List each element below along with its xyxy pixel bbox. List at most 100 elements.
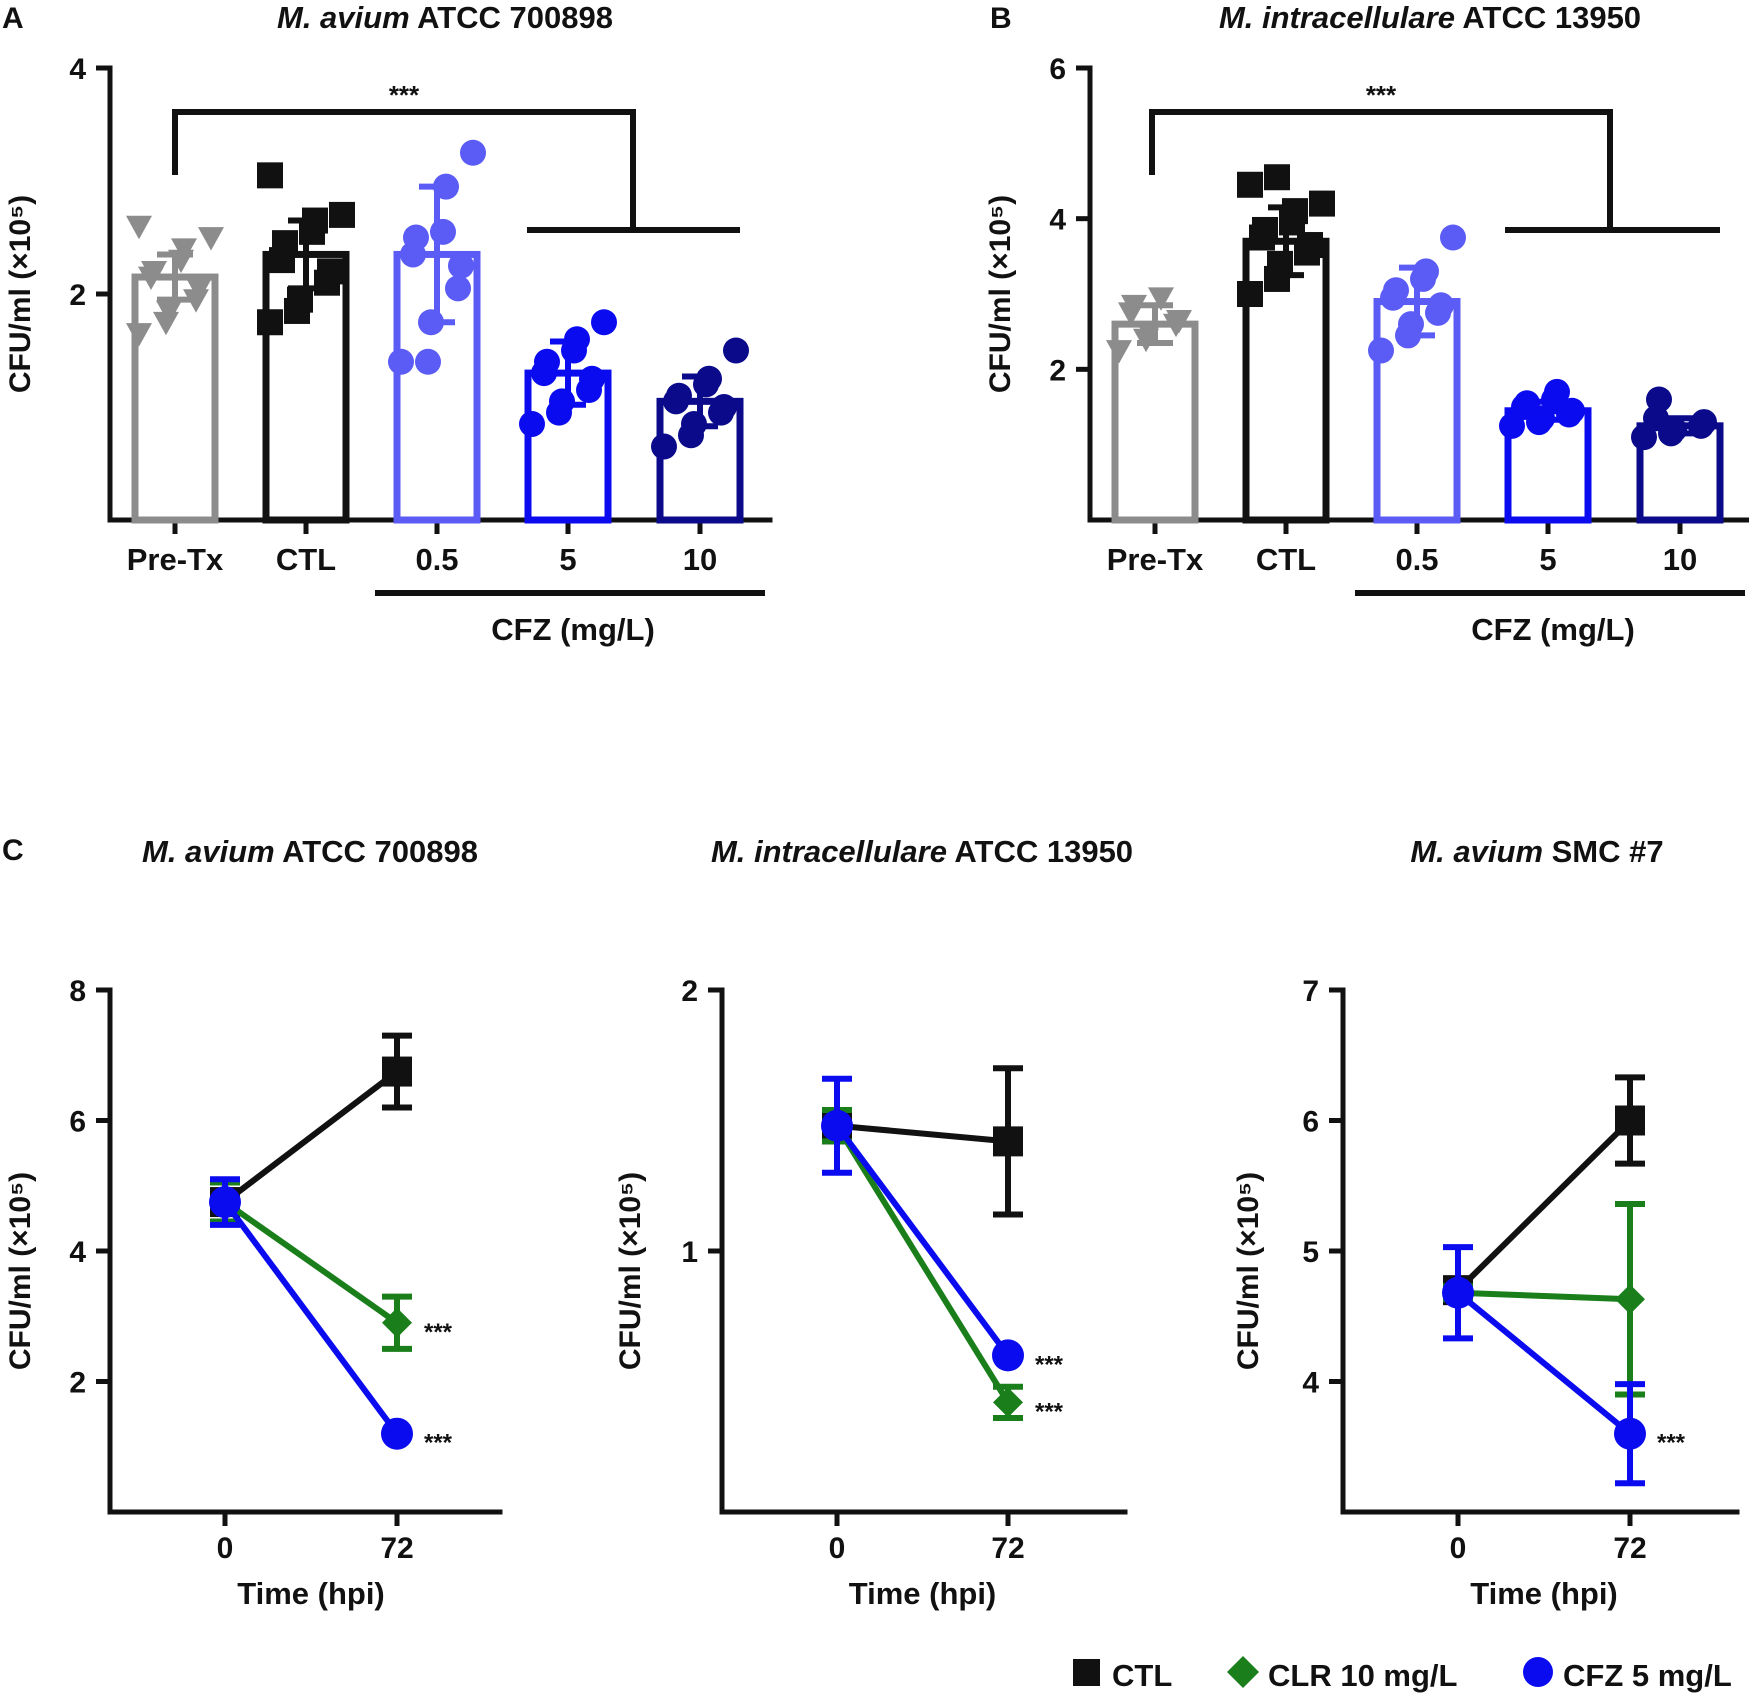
point-c2-2-1	[992, 1339, 1024, 1372]
y-tick-label-c2-0: 1	[681, 1236, 698, 1269]
y-tick-label-c1-0: 2	[69, 1367, 86, 1400]
point-a-4-9	[723, 337, 749, 364]
point-a-1-0	[257, 309, 283, 336]
legend-label-cfz: CFZ 5 mg/L	[1563, 1658, 1732, 1693]
point-b-3-6	[1514, 390, 1540, 417]
x-axis-label-c1: Time (hpi)	[237, 1576, 385, 1611]
point-a-2-7	[430, 218, 456, 245]
line-title-1: M. avium ATCC 700898	[142, 834, 478, 869]
point-b-1-0	[1237, 281, 1263, 307]
x-tick-label-a-2: 0.5	[415, 542, 458, 577]
y-axis-label-c3: CFU/ml (×10⁵)	[1232, 1172, 1265, 1370]
x-tick-label-a-0: Pre-Tx	[127, 542, 224, 577]
point-b-4-6	[1646, 386, 1672, 413]
series-line-c1-1	[223, 1199, 399, 1326]
point-c1-1-1	[382, 1307, 412, 1338]
point-a-4-0	[651, 433, 677, 460]
line-chart-c1: 2 4 6 8 0 72 Time (hpi) CFU/ml (×10⁵) *** ***	[4, 975, 503, 1611]
sig-label-c1-1: ***	[424, 1319, 453, 1346]
point-a-3-2	[549, 388, 575, 415]
series-line-c1-0	[223, 1069, 399, 1205]
sig-label-c1-2: ***	[424, 1430, 453, 1457]
x-tick-label-c2-1: 72	[991, 1532, 1024, 1565]
point-c2-1-1	[993, 1387, 1023, 1418]
point-b-0-7	[1148, 287, 1174, 311]
point-b-2-6	[1383, 277, 1409, 304]
x-tick-label-c3-0: 0	[1450, 1532, 1467, 1565]
point-b-0-6	[1121, 294, 1147, 319]
point-a-0-8	[171, 238, 197, 262]
point-a-3-6	[534, 348, 560, 375]
point-a-2-1	[415, 348, 441, 375]
y-tick-label-c1-3: 8	[69, 975, 86, 1008]
y-tick-label-c3-3: 7	[1302, 975, 1319, 1008]
y-tick-label-b-1: 4	[1049, 204, 1066, 237]
line-chart-c3: 4 5 6 7 0 72 Time (hpi) CFU/ml (×10⁵) ***	[1232, 975, 1740, 1611]
point-b-1-9	[1309, 190, 1335, 217]
series-line-c3-0	[1455, 1118, 1633, 1293]
x-tick-label-b-0: Pre-Tx	[1107, 542, 1204, 577]
legend-marker-clr	[1227, 1656, 1259, 1688]
point-a-0-10	[126, 215, 152, 240]
point-a-2-6	[403, 224, 429, 251]
sig-label-a: ***	[389, 80, 420, 110]
point-a-2-0	[388, 348, 414, 375]
point-a-0-9	[198, 227, 224, 251]
point-a-0-1	[153, 311, 179, 336]
cfz-group-label-b: CFZ (mg/L)	[1471, 612, 1635, 647]
point-b-4-0	[1631, 424, 1657, 451]
point-c1-2-0	[209, 1186, 241, 1219]
point-a-4-6	[666, 382, 692, 409]
x-tick-label-b-4: 10	[1663, 542, 1697, 577]
point-a-0-3	[183, 289, 209, 313]
series-line-c2-2	[834, 1123, 1011, 1358]
series-line-c1-2	[222, 1200, 400, 1436]
point-a-1-10	[257, 162, 283, 189]
point-a-0-0	[126, 323, 152, 347]
point-a-3-4	[579, 365, 605, 392]
point-a-1-9	[329, 201, 355, 228]
point-b-1-11	[1264, 164, 1290, 191]
point-a-0-6	[141, 261, 167, 285]
legend: CTL CLR 10 mg/L CFZ 5 mg/L	[1073, 1656, 1732, 1693]
sig-bracket-a	[172, 109, 636, 230]
line-chart-c2: 1 2 0 72 Time (hpi) CFU/ml (×10⁵) *** ***	[614, 975, 1128, 1611]
sig-label-b: ***	[1366, 80, 1397, 110]
point-b-0-4	[1166, 309, 1192, 334]
cfz-group-label-a: CFZ (mg/L)	[491, 612, 655, 647]
axis-c1	[107, 987, 503, 1515]
point-c2-0-1	[993, 1126, 1023, 1157]
panel-label-a: A	[2, 2, 24, 35]
sig-bracket-b	[1149, 109, 1613, 230]
y-tick-label-c3-2: 6	[1302, 1106, 1319, 1139]
x-tick-label-c1-1: 72	[380, 1532, 413, 1565]
panel-label-b: B	[990, 2, 1012, 35]
series-line-c2-1	[834, 1124, 1011, 1404]
point-c1-2-1	[381, 1417, 413, 1450]
y-tick-label-c1-1: 4	[69, 1236, 86, 1269]
y-tick-label-c3-0: 4	[1302, 1367, 1319, 1400]
point-b-1-10	[1237, 171, 1263, 198]
x-tick-label-c1-0: 0	[217, 1532, 234, 1565]
sig-label-c2-1: ***	[1035, 1398, 1064, 1425]
point-a-0-4	[186, 277, 212, 302]
bar-chart-a: 2 4 Pre-Tx CTL 0.5 5 10 CFU/ml (×10⁵) ***	[4, 53, 773, 577]
point-c3-2-0	[1442, 1276, 1474, 1309]
y-axis-label-c2: CFU/ml (×10⁵)	[614, 1172, 647, 1370]
bar-chart-b: 2 4 6 Pre-Tx CTL 0.5 5 10 CFU/ml (×10⁵) ***	[984, 53, 1749, 577]
point-c1-0-1	[382, 1056, 412, 1087]
x-tick-label-b-1: CTL	[1256, 542, 1316, 577]
sig-label-c2-2: ***	[1035, 1351, 1064, 1378]
point-c3-2-1	[1614, 1417, 1646, 1450]
legend-label-ctl: CTL	[1112, 1658, 1172, 1693]
x-axis-label-c2: Time (hpi)	[849, 1576, 997, 1611]
point-c3-0-1	[1615, 1105, 1645, 1136]
point-b-0-0	[1106, 340, 1132, 364]
x-tick-label-c2-0: 0	[829, 1532, 846, 1565]
series-line-c3-1	[1457, 1289, 1631, 1303]
y-axis-label-b: CFU/ml (×10⁵)	[984, 195, 1017, 393]
y-axis-label-a: CFU/ml (×10⁵)	[4, 195, 37, 393]
point-a-1-6	[272, 230, 298, 257]
point-b-1-6	[1252, 216, 1278, 243]
